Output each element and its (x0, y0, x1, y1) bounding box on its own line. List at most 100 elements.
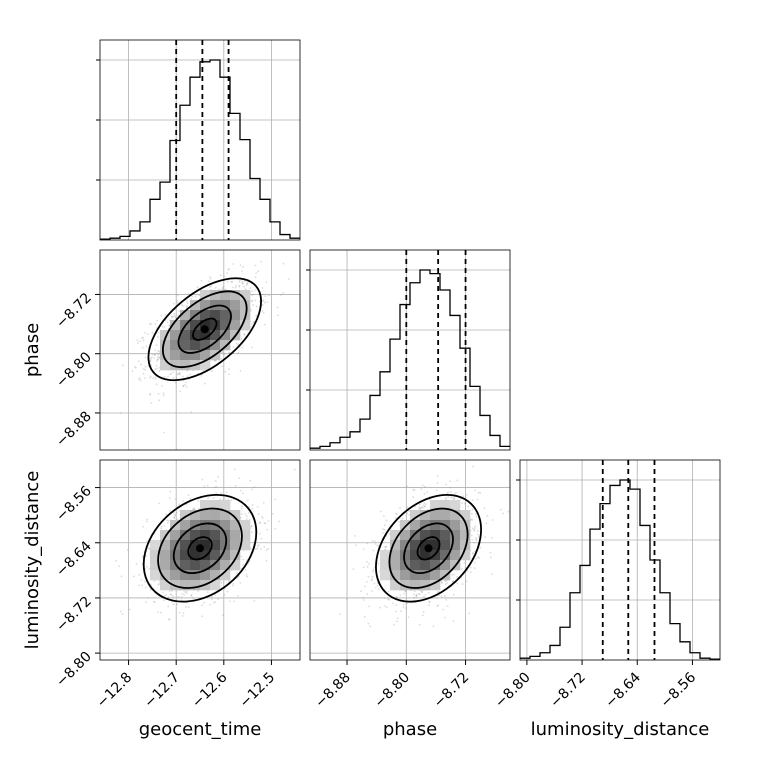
sample-point (172, 603, 175, 606)
sample-point (115, 560, 117, 562)
density-block (210, 330, 221, 341)
sample-point (262, 293, 265, 296)
sample-point (148, 567, 151, 570)
sample-point (256, 547, 259, 550)
sample-point (160, 314, 163, 317)
hist-panel-phase (306, 249, 511, 451)
sample-point (228, 579, 231, 582)
sample-point (254, 276, 257, 279)
sample-point (465, 580, 468, 583)
x-tick-label: −12.5 (237, 670, 279, 712)
sample-point (154, 323, 157, 325)
sample-point (232, 582, 235, 585)
sample-point (182, 500, 185, 503)
sample-point (423, 595, 425, 598)
sample-point (163, 376, 166, 378)
sample-point (436, 591, 439, 593)
sample-point (163, 524, 166, 527)
density-block (180, 540, 191, 551)
sample-point (142, 372, 145, 375)
sample-point (256, 505, 259, 508)
density-block (240, 290, 251, 301)
sample-point (183, 593, 186, 596)
sample-point (412, 488, 415, 491)
sample-point (366, 593, 369, 595)
sample-point (267, 548, 269, 550)
density-block (150, 540, 161, 551)
sample-point (176, 302, 179, 304)
sample-point (253, 600, 256, 602)
sample-point (228, 368, 230, 371)
sample-point (264, 295, 267, 297)
sample-point (177, 372, 180, 375)
sample-point (406, 512, 409, 515)
sample-point (436, 482, 439, 485)
sample-point (151, 332, 154, 334)
sample-point (120, 575, 123, 578)
sample-point (148, 547, 151, 550)
sample-point (470, 512, 473, 515)
density-block (160, 530, 171, 541)
sample-point (444, 497, 447, 499)
density-block (440, 550, 451, 561)
sample-point (260, 537, 263, 540)
sample-point (255, 315, 258, 317)
sample-point (226, 272, 228, 275)
sample-point (144, 377, 146, 380)
sample-point (479, 491, 482, 494)
sample-point (418, 506, 420, 509)
y-tick-label: −8.80 (53, 349, 95, 391)
sample-point (363, 616, 366, 618)
sample-point (463, 561, 466, 564)
sample-point (209, 286, 211, 288)
sample-point (420, 488, 423, 490)
sample-point (227, 268, 230, 271)
sample-point (206, 484, 209, 487)
sample-point (432, 625, 435, 628)
density-block (460, 550, 471, 561)
sample-point (421, 484, 424, 487)
sample-point (177, 595, 180, 598)
sample-point (445, 598, 448, 601)
density-block (200, 310, 211, 321)
sample-point (235, 342, 238, 345)
sample-point (257, 513, 260, 515)
sample-point (428, 600, 431, 603)
sample-point (168, 590, 171, 592)
sample-point (474, 536, 477, 539)
sample-point (371, 570, 374, 573)
sample-point (164, 319, 167, 322)
sample-point (444, 580, 447, 582)
sample-point (385, 545, 388, 548)
density-block (440, 560, 451, 571)
density-block (160, 560, 171, 571)
sample-point (370, 590, 373, 592)
sample-point (374, 540, 376, 543)
sample-point (220, 581, 223, 584)
density-block (180, 360, 191, 371)
sample-point (471, 518, 474, 521)
density-block (460, 510, 471, 521)
sample-point (233, 468, 236, 471)
sample-point (138, 573, 140, 576)
sample-point (451, 573, 454, 576)
sample-point (252, 304, 255, 307)
sample-point (149, 392, 152, 395)
sample-point (121, 613, 124, 615)
sample-point (472, 552, 474, 555)
sample-point (197, 500, 200, 502)
density-block (190, 330, 201, 341)
sample-point (491, 573, 494, 575)
density-block (450, 520, 461, 531)
sample-point (179, 390, 182, 393)
sample-point (186, 305, 189, 308)
density-block (150, 560, 161, 571)
sample-point (222, 285, 225, 288)
sample-point (244, 288, 247, 291)
sample-point (260, 515, 263, 518)
sample-point (212, 496, 215, 499)
sample-point (139, 379, 142, 382)
sample-point (385, 519, 388, 522)
sample-point (178, 373, 181, 376)
sample-point (502, 512, 504, 515)
